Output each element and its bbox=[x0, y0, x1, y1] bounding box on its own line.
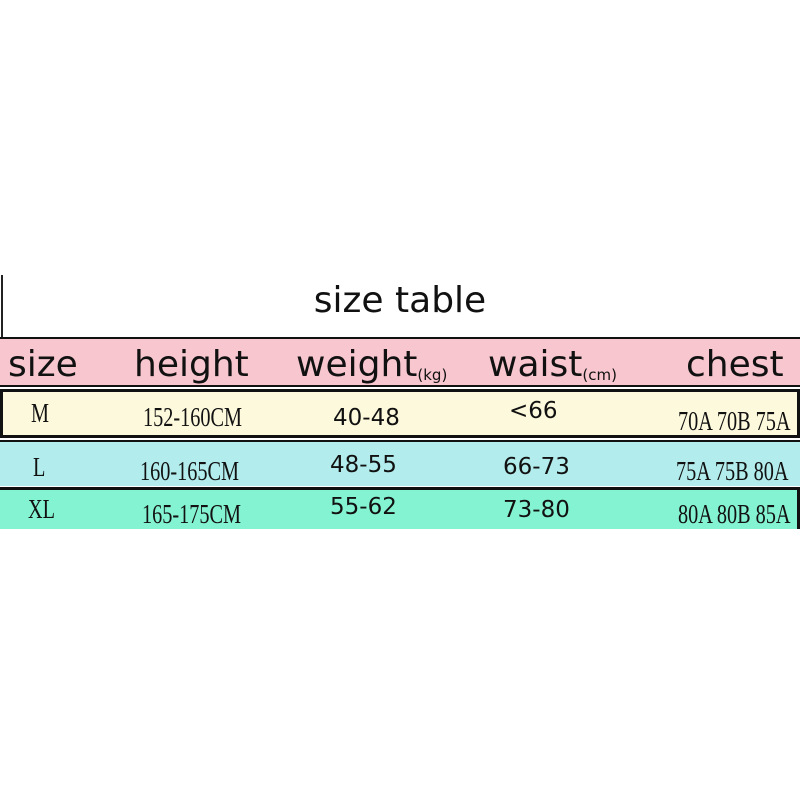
header-weight-unit: (kg) bbox=[417, 366, 448, 384]
header-waist-label: waist bbox=[488, 344, 583, 385]
cell-size: M bbox=[31, 398, 50, 428]
header-weight-label: weight bbox=[296, 344, 418, 385]
table-header-row: size height weight(kg) waist(cm) chest bbox=[0, 337, 800, 387]
header-weight: weight(kg) bbox=[296, 344, 447, 385]
cell-size: XL bbox=[28, 494, 55, 524]
header-height: height bbox=[134, 344, 249, 385]
header-size: size bbox=[8, 344, 78, 385]
table-title: size table bbox=[313, 280, 487, 321]
cell-weight: 48-55 bbox=[330, 452, 397, 478]
cell-chest: 80A 80B 85A bbox=[678, 499, 791, 529]
table-row: L 160-165CM 48-55 66-73 75A 75B 80A bbox=[0, 440, 800, 486]
cell-waist: 73-80 bbox=[503, 497, 570, 523]
left-border-line bbox=[1, 275, 3, 337]
header-waist-unit: (cm) bbox=[582, 366, 617, 384]
cell-weight: 40-48 bbox=[333, 405, 400, 431]
cell-chest: 75A 75B 80A bbox=[676, 456, 789, 486]
header-chest: chest bbox=[686, 344, 784, 385]
cell-size: L bbox=[33, 452, 46, 482]
table-row: XL 165-175CM 55-62 73-80 80A 80B 85A bbox=[0, 487, 800, 529]
cell-chest: 70A 70B 75A bbox=[678, 406, 791, 436]
cell-height: 152-160CM bbox=[143, 402, 243, 432]
cell-weight: 55-62 bbox=[330, 494, 397, 520]
cell-waist: 66-73 bbox=[503, 454, 570, 480]
table-row: M 152-160CM 40-48 <66 70A 70B 75A bbox=[0, 389, 800, 438]
cell-height: 165-175CM bbox=[142, 499, 242, 529]
header-waist: waist(cm) bbox=[488, 344, 617, 385]
cell-waist: <66 bbox=[509, 398, 558, 424]
cell-height: 160-165CM bbox=[140, 456, 240, 486]
